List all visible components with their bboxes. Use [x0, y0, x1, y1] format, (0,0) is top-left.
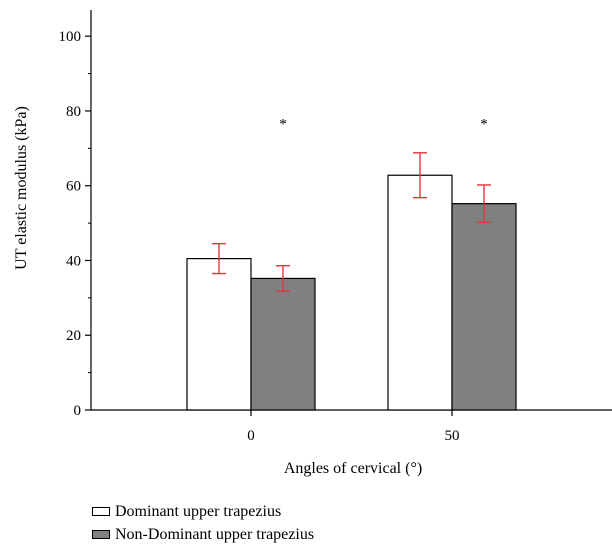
bar-dominant-0: [186, 257, 252, 411]
bar-non-dominant-0: [250, 277, 316, 411]
significance-marker-50: *: [480, 116, 488, 132]
legend-label-non-dominant: Non-Dominant upper trapezius: [115, 525, 315, 543]
y-axis-title: UT elastic modulus (kPa): [13, 106, 30, 270]
bar-non-dominant-50: [451, 203, 517, 411]
y-axis-ticks: 0 20 40 60 80 100: [59, 29, 91, 419]
annotations: * *: [279, 116, 488, 132]
y-tick-label-20: 20: [66, 328, 81, 344]
bar-dominant-50: [387, 174, 453, 411]
y-tick-label-100: 100: [59, 29, 82, 45]
bars: [186, 174, 517, 411]
x-axis-title: Angles of cervical (°): [284, 460, 422, 477]
legend-swatch-non-dominant: [92, 530, 110, 539]
legend-label-dominant: Dominant upper trapezius: [115, 502, 282, 520]
legend-swatch-dominant: [92, 507, 110, 516]
x-tick-label-0: 0: [247, 428, 255, 444]
y-tick-label-80: 80: [66, 104, 81, 120]
legend-item-dominant: Dominant upper trapezius: [92, 500, 314, 523]
axes: [90, 10, 612, 411]
legend-item-non-dominant: Non-Dominant upper trapezius: [92, 523, 314, 546]
y-tick-label-0: 0: [74, 403, 82, 419]
x-axis-ticks: 0 50: [247, 410, 460, 444]
x-tick-label-50: 50: [445, 428, 460, 444]
significance-marker-0: *: [279, 116, 287, 132]
y-tick-label-40: 40: [66, 253, 81, 269]
error-bars: [212, 152, 491, 292]
y-tick-label-60: 60: [66, 179, 81, 195]
legend: Dominant upper trapezius Non-Dominant up…: [92, 500, 314, 546]
